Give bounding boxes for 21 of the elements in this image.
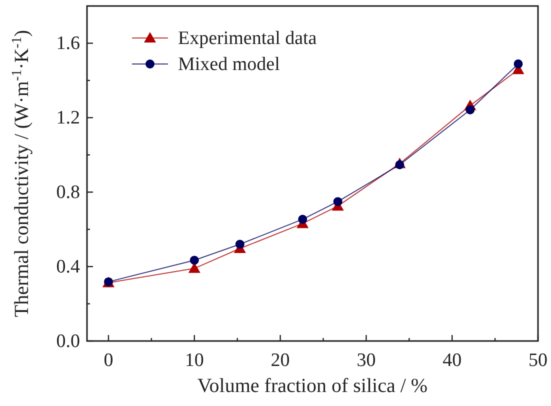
y-tick-label: 0.4 [56,256,80,278]
x-tick-label: 30 [356,350,376,371]
legend-label: Experimental data [178,28,318,49]
x-tick-label: 0 [104,350,114,371]
point [235,240,244,249]
x-axis-title: Volume fraction of silica / % [197,375,428,397]
x-tick-label: 10 [184,350,204,371]
point [514,59,523,68]
point [190,256,199,265]
legend-label: Mixed model [178,54,280,75]
x-tick-label: 20 [270,350,290,371]
text: 0.0 [56,331,80,352]
point [466,105,475,114]
y-tick-label: 1.6 [56,33,80,54]
point [333,197,342,206]
y-tick-label: 1.2 [56,108,80,129]
point [298,214,308,224]
x-tick-label: 40 [442,350,462,371]
x-tick-label: 50 [528,350,548,371]
y-tick-label: 0.8 [56,182,80,204]
point [395,160,404,170]
